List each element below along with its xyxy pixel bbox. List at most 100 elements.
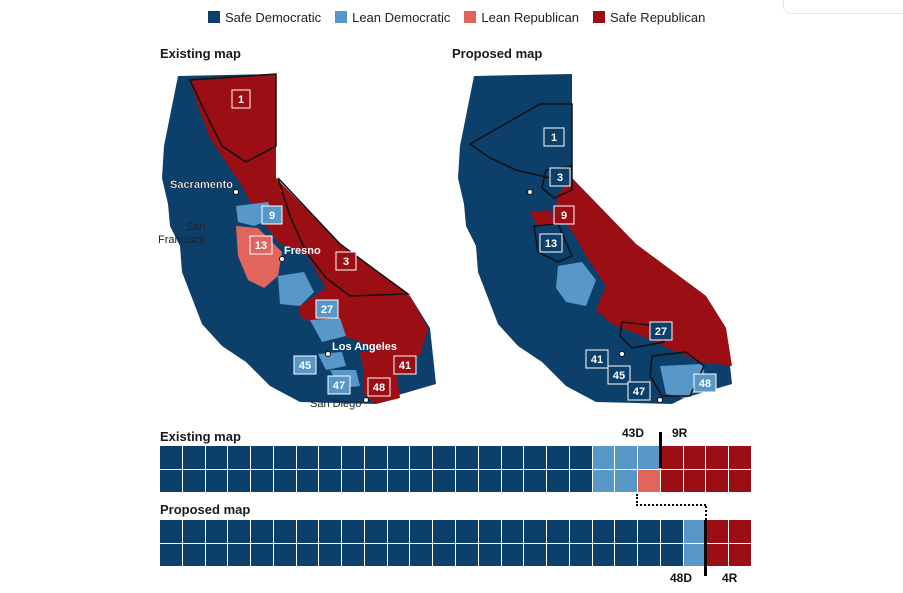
existing-seat-bar	[160, 446, 751, 492]
svg-text:47: 47	[333, 380, 345, 392]
island	[574, 360, 582, 363]
seat-cell	[615, 469, 638, 492]
seat-cell	[478, 446, 501, 469]
seat-cell	[660, 446, 683, 469]
seat-cell	[182, 469, 205, 492]
seat-cell	[410, 469, 433, 492]
seat-cell	[342, 469, 364, 492]
seat-cell	[182, 446, 205, 469]
legend-swatch	[208, 11, 220, 23]
seat-cell	[706, 520, 729, 543]
district-label: 1	[231, 89, 251, 109]
svg-text:1: 1	[551, 132, 557, 144]
seat-cell	[160, 446, 182, 469]
district-45-region	[318, 352, 346, 370]
district-label: 48	[367, 377, 391, 397]
svg-text:27: 27	[321, 304, 333, 316]
existing-map-title: Existing map	[160, 46, 241, 61]
seat-cell	[251, 543, 273, 566]
proposed-map: 1 3 9 13 27 41 45 47 48	[458, 74, 732, 404]
city-label-los-angeles: Los Angeles	[332, 341, 397, 353]
svg-text:45: 45	[613, 370, 625, 382]
seat-cell	[615, 446, 638, 469]
safe-republican-north-bay	[530, 210, 556, 226]
seat-cell	[251, 469, 273, 492]
district-label: 9	[553, 205, 575, 225]
city-dot	[657, 397, 663, 403]
seat-cell	[478, 520, 501, 543]
seat-cell	[501, 520, 524, 543]
district-label: 13	[249, 235, 273, 255]
district-label: 47	[327, 375, 351, 395]
svg-text:48: 48	[373, 382, 385, 394]
seat-cell	[228, 520, 251, 543]
seat-cell	[433, 469, 455, 492]
seat-cell	[273, 446, 296, 469]
seat-cell	[660, 543, 683, 566]
district-label: 1	[543, 127, 565, 147]
seat-cell	[615, 543, 638, 566]
svg-text:48: 48	[699, 378, 711, 390]
legend-item-lean-democratic: Lean Democratic	[335, 10, 450, 25]
seat-cell	[683, 520, 706, 543]
seat-cell	[160, 520, 182, 543]
seat-cell	[433, 520, 455, 543]
legend-swatch	[592, 11, 605, 23]
seat-cell	[706, 446, 729, 469]
seat-cell	[410, 543, 433, 566]
seat-cell	[524, 469, 547, 492]
seat-cell	[342, 543, 364, 566]
district-27-region	[310, 318, 346, 342]
seat-cell	[706, 543, 729, 566]
seat-cell	[524, 446, 547, 469]
seat-cell	[455, 520, 478, 543]
seat-cell	[433, 446, 455, 469]
proposed-dem-count: 48D	[670, 571, 693, 585]
legend-label: Safe Democratic	[225, 9, 322, 25]
seat-cell	[251, 446, 273, 469]
svg-text:13: 13	[255, 240, 267, 252]
seat-cell	[501, 446, 524, 469]
seat-cell	[364, 543, 387, 566]
legend-swatch	[335, 11, 348, 23]
legend-item-lean-republican: Lean Republican	[464, 10, 579, 25]
existing-dem-count: 43D	[622, 426, 645, 440]
shift-connector	[636, 504, 706, 506]
seat-cell	[478, 469, 501, 492]
district-label: 48	[693, 373, 717, 393]
seat-cell	[615, 520, 638, 543]
island	[266, 358, 272, 361]
seat-cell	[455, 543, 478, 566]
seat-cell	[410, 446, 433, 469]
svg-text:27: 27	[655, 326, 667, 338]
legend-swatch	[464, 11, 477, 23]
district-label: 13	[539, 233, 563, 253]
seat-cell	[638, 520, 660, 543]
city-label-san-diego: San Diego	[310, 398, 361, 410]
seat-cell	[569, 543, 592, 566]
island	[300, 384, 306, 387]
seat-cell	[683, 469, 706, 492]
seat-cell	[296, 520, 319, 543]
svg-text:13: 13	[545, 238, 557, 250]
seat-cell	[729, 469, 751, 492]
shift-connector	[636, 494, 638, 506]
district-label: 41	[585, 349, 609, 369]
seat-cell	[433, 543, 455, 566]
seat-cell	[501, 469, 524, 492]
seat-cell	[228, 446, 251, 469]
district-south-outline	[649, 351, 705, 397]
seat-cell	[706, 469, 729, 492]
seat-cell	[296, 446, 319, 469]
seat-cell	[478, 543, 501, 566]
seat-cell	[455, 446, 478, 469]
district-3-outline	[541, 165, 573, 199]
city-dot	[363, 397, 369, 403]
svg-text:41: 41	[399, 360, 411, 372]
existing-bar-title: Existing map	[160, 429, 241, 444]
island	[320, 392, 324, 395]
district-1-outline	[188, 73, 277, 163]
proposed-bar-title: Proposed map	[160, 502, 251, 517]
district-label: 27	[649, 321, 673, 341]
existing-map: 1 9 13 3 27 45 47 41 48 Sacramento San F…	[158, 73, 436, 410]
